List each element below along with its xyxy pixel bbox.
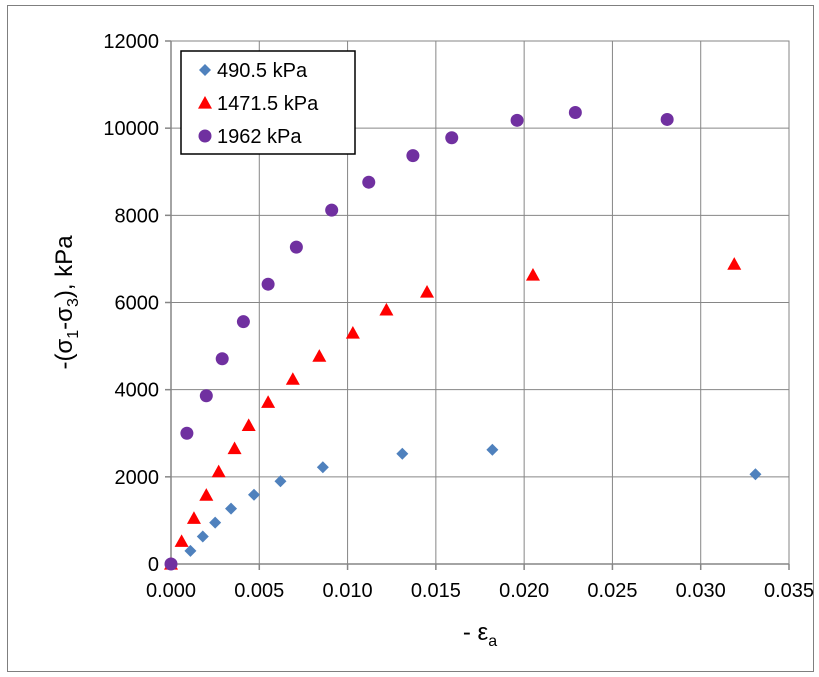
legend-marker (199, 64, 211, 76)
y-axis-title: -(σ1-σ3), kPa (51, 235, 82, 370)
data-point (247, 488, 260, 501)
series-1 (165, 443, 762, 570)
data-point (325, 203, 339, 217)
x-tick-label: 0.005 (234, 580, 284, 602)
data-point (164, 557, 178, 571)
y-tick-labels: 0 2000 4000 6000 8000 10000 12000 (103, 31, 159, 576)
x-tick-label: 0.010 (323, 580, 373, 602)
y-axis-title-part: -σ (51, 307, 78, 330)
y-tick-label: 2000 (115, 467, 160, 489)
x-tick-label: 0.020 (499, 580, 549, 602)
data-point (289, 240, 303, 254)
data-point (174, 534, 189, 547)
legend-item: 1962 kPa (198, 126, 302, 148)
x-tick-label: 0.035 (764, 580, 814, 602)
data-point (362, 175, 376, 189)
data-point (396, 447, 409, 460)
x-tick-label: 0.030 (676, 580, 726, 602)
y-axis-title-subscript: 3 (65, 298, 82, 307)
data-point (199, 389, 213, 403)
data-point (510, 113, 524, 127)
x-axis-title-subscript: a (488, 633, 497, 650)
data-point (445, 131, 459, 145)
y-axis-title-subscript: 1 (65, 330, 82, 339)
data-point (420, 285, 435, 298)
data-point (227, 441, 242, 455)
data-point (196, 530, 209, 543)
y-axis-title-part: -(σ (51, 339, 78, 370)
data-point (568, 105, 582, 119)
y-tick-label: 8000 (115, 205, 160, 227)
series-3 (164, 105, 674, 571)
data-point (184, 544, 197, 557)
data-point (199, 488, 214, 501)
data-point (525, 268, 540, 281)
series-2 (164, 257, 742, 570)
data-point (406, 149, 420, 163)
chart-frame (7, 5, 814, 672)
data-point (241, 418, 256, 432)
data-point (749, 468, 762, 481)
data-point (209, 516, 222, 529)
data-point (211, 464, 226, 478)
data-point (727, 257, 742, 270)
y-tick-label: 6000 (115, 293, 160, 315)
data-point (285, 372, 300, 385)
data-point (316, 461, 329, 474)
data-series (164, 105, 762, 571)
data-point (312, 349, 327, 362)
legend-item: 490.5 kPa (199, 60, 308, 82)
y-tick-label: 10000 (103, 118, 159, 140)
data-point (236, 315, 250, 329)
x-tick-labels: 0.000 0.005 0.010 0.015 0.020 0.025 0.030 0.035 (146, 580, 814, 602)
data-point (261, 395, 276, 408)
data-point (486, 443, 499, 456)
legend-label: 490.5 kPa (217, 60, 308, 82)
legend-label: 1962 kPa (217, 126, 302, 148)
x-tick-label: 0.015 (411, 580, 461, 602)
y-axis-title-part: ), kPa (51, 235, 78, 298)
data-point (225, 502, 238, 515)
legend-label: 1471.5 kPa (217, 93, 319, 115)
x-axis-title: - εa (463, 619, 497, 650)
legend: 490.5 kPa 1471.5 kPa 1962 kPa (180, 50, 356, 155)
legend-marker (198, 129, 212, 143)
data-point (345, 326, 360, 339)
data-point (274, 475, 287, 488)
data-point (261, 277, 275, 291)
legend-item: 1471.5 kPa (198, 93, 319, 115)
data-point (186, 511, 201, 524)
data-point (180, 426, 194, 440)
data-point (379, 302, 394, 316)
x-axis-title-prefix: - ε (463, 619, 489, 646)
x-tick-label: 0.025 (587, 580, 637, 602)
x-tick-label: 0.000 (146, 580, 196, 602)
y-tick-label: 0 (148, 554, 159, 576)
data-point (660, 112, 674, 126)
data-point (215, 352, 229, 366)
legend-marker (198, 96, 212, 109)
y-tick-label: 4000 (115, 380, 160, 402)
y-tick-label: 12000 (103, 31, 159, 53)
